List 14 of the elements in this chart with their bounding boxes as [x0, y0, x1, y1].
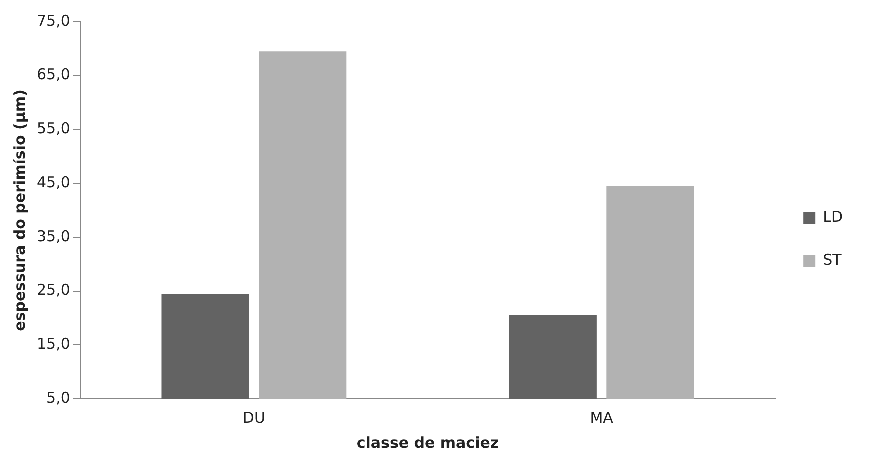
y-tick-label: 5,0: [46, 388, 70, 407]
y-tick-label: 45,0: [36, 173, 70, 192]
y-axis-title: espessura do perimísio (µm): [10, 90, 29, 332]
y-tick-label: 55,0: [36, 120, 70, 138]
legend-label: LD: [823, 208, 844, 226]
x-tick-label: MA: [590, 408, 614, 427]
y-tick-label: 75,0: [36, 12, 70, 30]
y-tick-label: 65,0: [36, 66, 70, 84]
x-axis-title: classe de maciez: [356, 434, 500, 452]
y-tick-label: 35,0: [36, 227, 70, 246]
y-tick-label: 25,0: [36, 281, 70, 300]
legend-label: ST: [823, 250, 843, 269]
y-tick-label: 15,0: [36, 335, 70, 354]
x-tick-label: DU: [242, 408, 266, 427]
